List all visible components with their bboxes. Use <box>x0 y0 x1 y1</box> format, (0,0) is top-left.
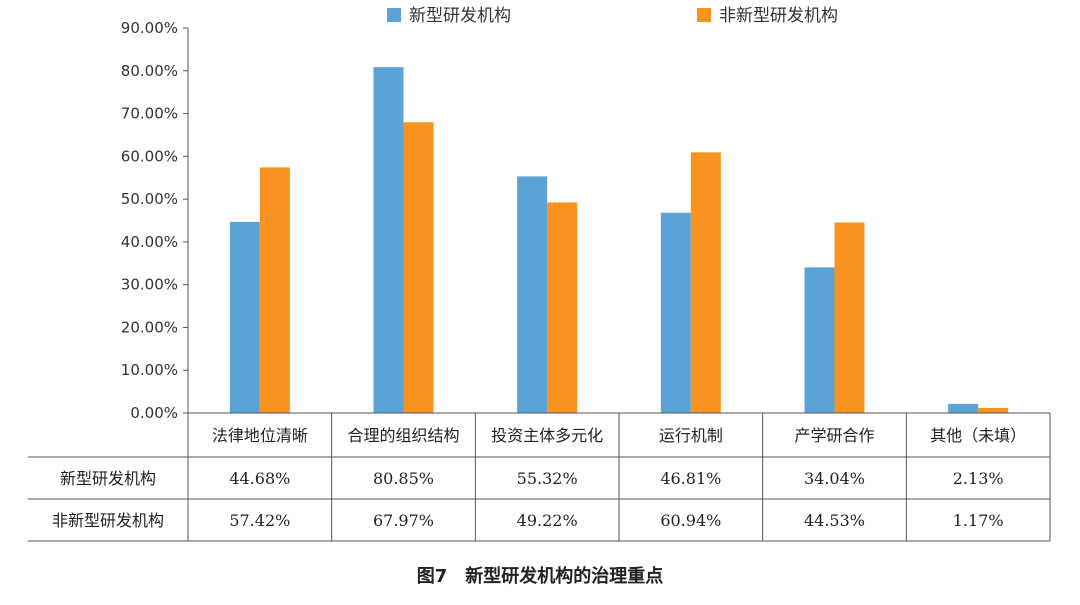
y-tick-label: 10.00% <box>121 361 178 379</box>
bars <box>229 67 1009 414</box>
data-label: 57.42% <box>229 511 290 530</box>
bar <box>660 212 691 413</box>
bar <box>259 167 290 413</box>
data-label: 34.04% <box>804 469 865 488</box>
table-row-label: 新型研发机构 <box>60 469 156 488</box>
legend-swatch <box>387 8 401 22</box>
category-label: 合理的组织结构 <box>347 426 459 445</box>
y-axis: 0.00% 10.00% 20.00% 30.00% 40.00% 50.00% 60.00… <box>121 19 189 422</box>
category-label: 其他（未填） <box>930 426 1026 445</box>
legend: 新型研发机构 非新型研发机构 <box>387 6 838 26</box>
data-label: 44.53% <box>804 511 865 530</box>
data-label: 1.17% <box>953 511 1004 530</box>
category-label: 产学研合作 <box>794 426 874 445</box>
y-tick-label: 0.00% <box>130 404 178 422</box>
legend-label: 非新型研发机构 <box>719 6 838 26</box>
category-label: 法律地位清晰 <box>212 426 308 445</box>
data-label: 80.85% <box>373 469 434 488</box>
data-label: 44.68% <box>229 469 290 488</box>
legend-swatch <box>697 8 711 22</box>
data-label: 46.81% <box>660 469 721 488</box>
data-label: 2.13% <box>953 469 1004 488</box>
bar <box>547 202 578 413</box>
y-tick-label: 50.00% <box>121 190 178 208</box>
data-label: 55.32% <box>517 469 578 488</box>
bar <box>978 407 1009 413</box>
bar <box>517 176 548 413</box>
data-table: 法律地位清晰 合理的组织结构 投资主体多元化 运行机制 产学研合作 其他（未填） 新型研发机… <box>28 412 1051 542</box>
table-row-label: 非新型研发机构 <box>52 511 164 530</box>
y-tick-label: 40.00% <box>121 233 178 251</box>
data-label: 49.22% <box>517 511 578 530</box>
data-label: 67.97% <box>373 511 434 530</box>
y-tick-label: 80.00% <box>121 62 178 80</box>
data-label: 60.94% <box>660 511 721 530</box>
bar <box>948 403 979 413</box>
bar <box>834 222 865 413</box>
bar <box>804 267 835 413</box>
y-tick-label: 70.00% <box>121 105 178 123</box>
y-tick-label: 60.00% <box>121 147 178 165</box>
figure-caption: 图7 新型研发机构的治理重点 <box>416 566 664 587</box>
category-label: 运行机制 <box>659 426 723 445</box>
y-tick-label: 30.00% <box>121 276 178 294</box>
bar <box>229 221 260 413</box>
legend-label: 新型研发机构 <box>409 6 511 26</box>
y-tick-label: 90.00% <box>121 19 178 37</box>
bar <box>403 122 434 413</box>
y-tick-label: 20.00% <box>121 318 178 336</box>
bar <box>690 152 721 413</box>
bar-chart: 0.00% 10.00% 20.00% 30.00% 40.00% 50.00% 60.00… <box>28 6 1051 542</box>
category-label: 投资主体多元化 <box>491 426 603 445</box>
bar <box>373 67 404 414</box>
